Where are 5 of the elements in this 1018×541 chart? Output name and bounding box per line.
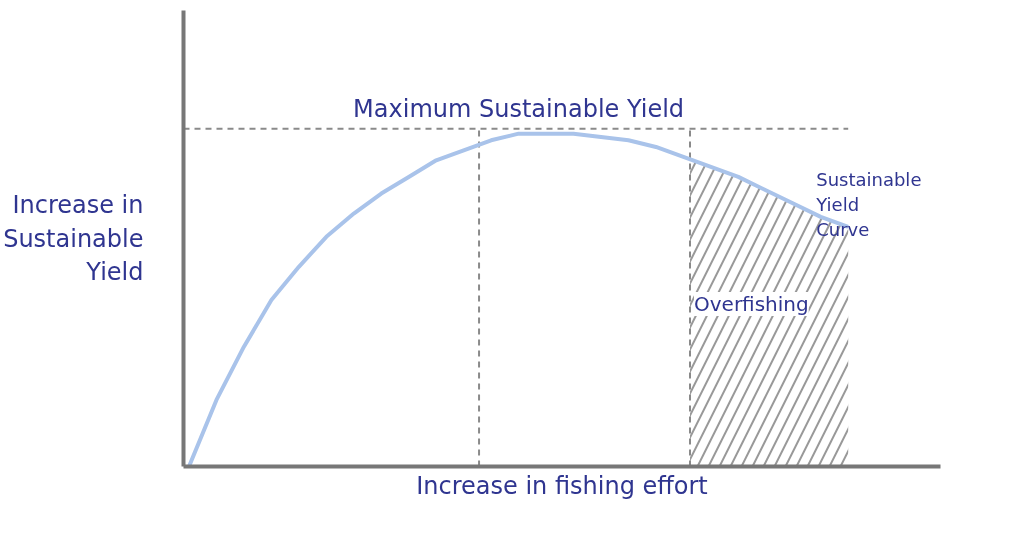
ref-line-label: Maximum Sustainable Yield: [353, 94, 685, 123]
x-axis-title: Increase in fishing effort: [416, 471, 708, 500]
series-label: Sustainable Yield Curve: [815, 168, 922, 241]
y-axis-title: Increase in Sustainable Yield: [3, 190, 144, 287]
annotation: Overfishing: [694, 292, 809, 317]
